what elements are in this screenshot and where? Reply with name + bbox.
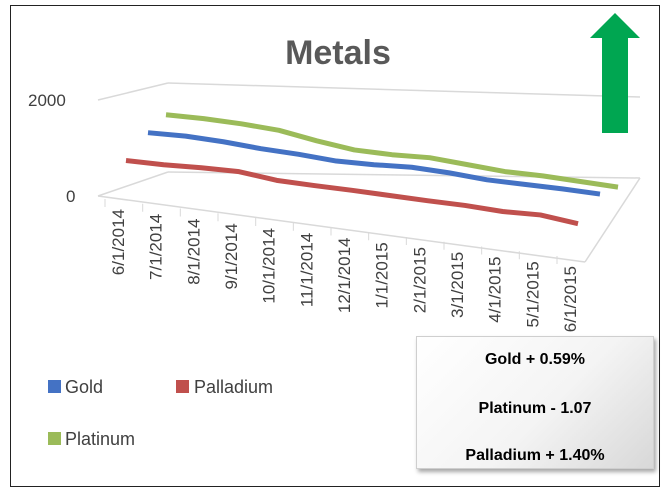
gridline-2000-back (167, 82, 641, 98)
gridline-0 (97, 171, 169, 197)
x-tick-label: 6/1/2015 (561, 266, 580, 332)
floor-right-edge (584, 177, 641, 263)
legend-palladium-swatch (176, 380, 189, 393)
x-tick-label: 9/1/2014 (222, 223, 241, 289)
legend: Gold Palladium Platinum (48, 377, 273, 449)
palladium-change-text: Palladium + 1.40% (465, 447, 605, 464)
x-tick-label: 3/1/2015 (448, 252, 467, 318)
x-tick-label: 11/1/2014 (297, 233, 316, 307)
change-summary-box: Gold + 0.59% Platinum - 1.07 Palladium +… (416, 336, 654, 469)
legend-gold-label: Gold (65, 377, 103, 397)
platinum-change-text: Platinum - 1.07 (478, 400, 592, 417)
chart-title: Metals (285, 34, 391, 72)
series-line-platinum (165, 112, 619, 190)
floor-front-edge (97, 195, 586, 263)
x-tick-label: 7/1/2014 (147, 214, 166, 280)
series-line-palladium (125, 157, 579, 227)
x-tick-label: 8/1/2014 (184, 219, 203, 285)
legend-platinum-label: Platinum (65, 429, 135, 449)
gold-change-text: Gold + 0.59% (484, 351, 586, 368)
legend-platinum-swatch (48, 432, 61, 445)
x-tick-label: 4/1/2015 (486, 257, 505, 323)
x-tick-label: 5/1/2015 (523, 261, 542, 327)
x-tick-label: 12/1/2014 (335, 238, 354, 314)
y-tick-0: 0 (66, 187, 75, 206)
x-tick-label: 10/1/2014 (260, 228, 279, 304)
x-axis-ticks: 6/1/2014 7/1/2014 8/1/2014 9/1/2014 10/1/201… (104, 199, 580, 332)
x-tick-label: 1/1/2015 (373, 242, 392, 308)
y-tick-2000: 2000 (28, 91, 66, 110)
up-arrow-icon (590, 13, 640, 133)
x-tick-label: 2/1/2015 (410, 247, 429, 313)
x-tick-label: 6/1/2014 (109, 209, 128, 275)
gridline-2000 (97, 82, 169, 101)
legend-palladium-label: Palladium (194, 377, 273, 397)
grid (97, 82, 641, 263)
series-line-gold (147, 130, 601, 197)
legend-gold-swatch (48, 380, 61, 393)
series-layer (125, 112, 619, 227)
